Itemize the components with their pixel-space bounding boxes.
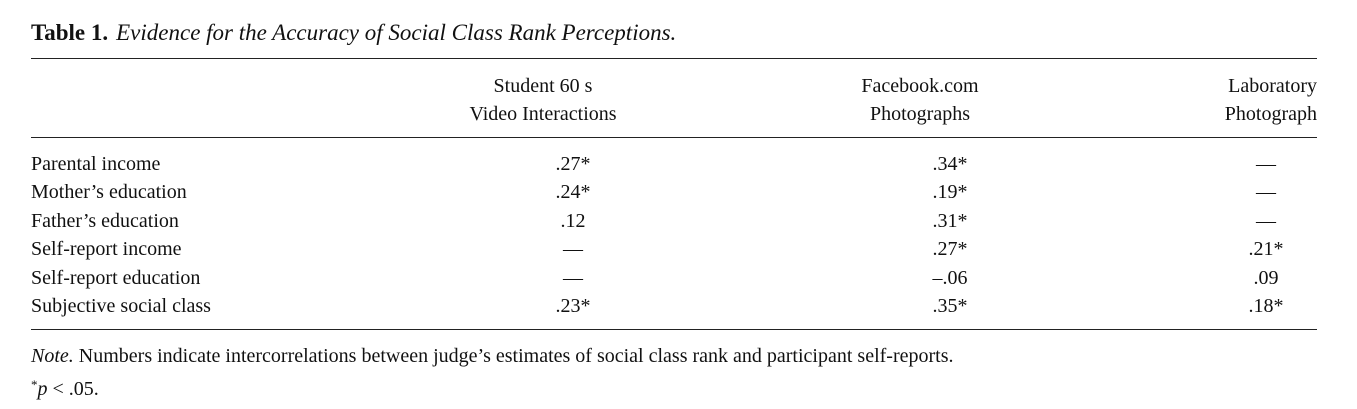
table-cell: .35* [932,294,968,317]
row-label: Father’s education [31,209,179,232]
column-header-line: Laboratory [1228,75,1317,97]
header-rule [31,137,1317,138]
table-cell: .23* [555,294,591,317]
top-rule [31,58,1317,59]
column-header-video: Student 60 s Video Interactions [443,72,643,128]
table-row: Subjective social class .23* .35* .18* [31,292,1317,320]
table-note: Note. Numbers indicate intercorrelations… [31,342,953,370]
table-label: Table 1. [31,20,109,45]
table-cell: — [1256,153,1276,175]
table-cell: .18* [1248,294,1284,317]
row-label: Mother’s education [31,181,187,204]
row-label: Parental income [31,153,161,175]
table-cell: .12 [560,209,586,232]
bottom-rule [31,329,1317,330]
table-cell: — [563,266,583,289]
note-text: Numbers indicate intercorrelations betwe… [78,345,954,367]
column-header-line: Photograph [1224,103,1317,125]
column-header-line: Video Interactions [469,103,617,125]
row-label: Self-report income [31,238,182,261]
significance-footnote: *p < .05. [31,371,99,403]
footnote-text: < .05. [52,378,99,400]
column-header-line: Photographs [870,103,970,125]
column-header-line: Facebook.com [861,75,979,97]
note-label: Note. [31,345,74,367]
table-cell: .24* [555,181,591,204]
table-cell: .34* [932,153,968,175]
table-cell: .27* [932,238,968,261]
table-title: Evidence for the Accuracy of Social Clas… [116,20,677,45]
column-header-laboratory: Laboratory Photograph [1177,72,1317,128]
table-row: Self-report income — .27* .21* [31,235,1317,263]
table-cell: .21* [1248,238,1284,261]
footnote-p: p [37,378,48,400]
table-row: Mother’s education .24* .19* — [31,178,1317,206]
row-label: Subjective social class [31,294,211,317]
column-header-facebook: Facebook.com Photographs [820,72,1020,128]
row-label: Self-report education [31,266,201,289]
table-cell: .19* [932,181,968,204]
table-cell: .27* [555,153,591,175]
table-body: Parental income .27* .34* — Mother’s edu… [31,150,1317,320]
table-row: Father’s education .12 .31* — [31,207,1317,235]
table-caption: Table 1. Evidence for the Accuracy of Soc… [31,18,676,48]
table-cell: — [563,238,583,261]
table-cell: .09 [1253,266,1279,289]
footnote-marker: * [31,377,38,392]
table-cell: .31* [932,209,968,232]
table-cell: –.06 [932,266,968,289]
table-row: Parental income .27* .34* — [31,150,1317,178]
column-header-line: Student 60 s [493,75,593,97]
table-cell: — [1256,209,1276,232]
table-cell: — [1256,181,1276,204]
table-row: Self-report education — –.06 .09 [31,264,1317,292]
